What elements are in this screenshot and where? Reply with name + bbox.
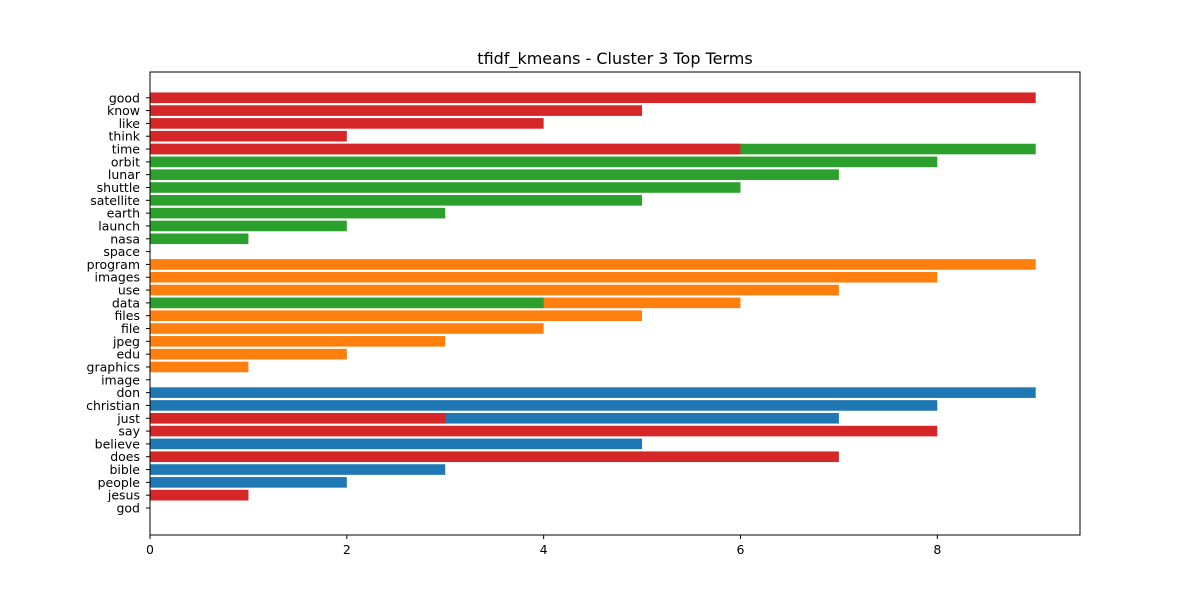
bar-launch-green [150,220,347,232]
y-tick-label: people [98,475,141,490]
y-tick-label: launch [98,218,140,233]
y-tick-label: data [112,295,140,310]
y-tick-label: like [119,116,141,131]
y-tick-label: think [109,129,141,144]
chart-title: tfidf_kmeans - Cluster 3 Top Terms [477,49,752,69]
bar-think-red [150,130,347,142]
bar-data-green [150,297,544,309]
y-tick-label: lunar [108,167,141,182]
bar-edu-orange [150,348,347,360]
bar-people-blue [150,477,347,488]
bar-jesus-red [150,489,249,501]
y-tick-label: space [103,244,140,259]
bar-graphics-orange [150,361,249,373]
bar-shuttle-green [150,182,741,193]
bar-lunar-green [150,169,839,180]
y-tick-label: graphics [87,359,140,374]
bar-just-blue [150,412,839,424]
y-tick-label: edu [116,347,140,362]
x-tick-label: 2 [343,542,351,557]
bar-say-red [150,425,938,437]
y-tick-label: program [87,257,140,272]
bar-satellite-green [150,195,643,206]
x-tick-label: 4 [540,542,548,557]
bar-believe-blue [150,438,643,450]
bar-just-red [150,412,446,424]
bar-don-blue [150,387,1036,398]
bar-christian-blue [150,400,938,411]
y-tick-label: images [95,270,140,285]
y-tick-label: believe [95,436,141,451]
y-tick-label: know [107,103,140,118]
y-tick-label: just [116,411,140,426]
bar-jpeg-orange [150,336,446,347]
bar-does-red [150,451,839,463]
x-tick-label: 0 [146,542,154,557]
y-tick-label: bible [109,462,140,477]
y-tick-label: does [110,449,140,464]
y-tick-label: satellite [90,193,140,208]
bar-time-red [150,143,741,155]
bar-know-red [150,105,643,116]
y-tick-label: god [116,501,140,516]
x-tick-label: 8 [933,542,941,557]
plot-frame [149,71,1081,536]
bar-nasa-green [150,233,249,245]
bar-use-orange [150,284,839,296]
y-tick-label: file [121,321,140,336]
y-tick-label: christian [86,398,140,413]
x-axis: 0 2 4 6 8 [146,535,941,557]
y-axis: godjesuspeoplebibledoesbelievesayjustchr… [86,90,150,516]
y-tick-label: jesus [107,488,140,503]
bars-group [150,92,1036,501]
y-tick-label: time [112,142,141,157]
x-tick-label: 6 [736,542,744,557]
y-tick-label: use [118,283,140,298]
y-tick-label: shuttle [97,180,141,195]
bar-file-orange [150,323,544,334]
bar-bible-blue [150,464,446,475]
bar-images-orange [150,271,938,283]
y-tick-label: jpeg [112,334,140,349]
y-tick-label: don [116,385,140,400]
y-tick-label: image [101,372,140,387]
y-tick-label: say [118,424,140,439]
y-tick-label: good [109,90,140,105]
bar-orbit-green [150,156,938,168]
y-tick-label: orbit [111,154,140,169]
bar-like-red [150,118,544,129]
bar-earth-green [150,207,446,219]
bar-good-red [150,92,1036,104]
y-tick-label: nasa [110,231,140,246]
y-tick-label: earth [107,206,140,221]
bar-files-orange [150,310,643,321]
bar-program-orange [150,259,1036,270]
y-tick-label: files [114,308,140,323]
